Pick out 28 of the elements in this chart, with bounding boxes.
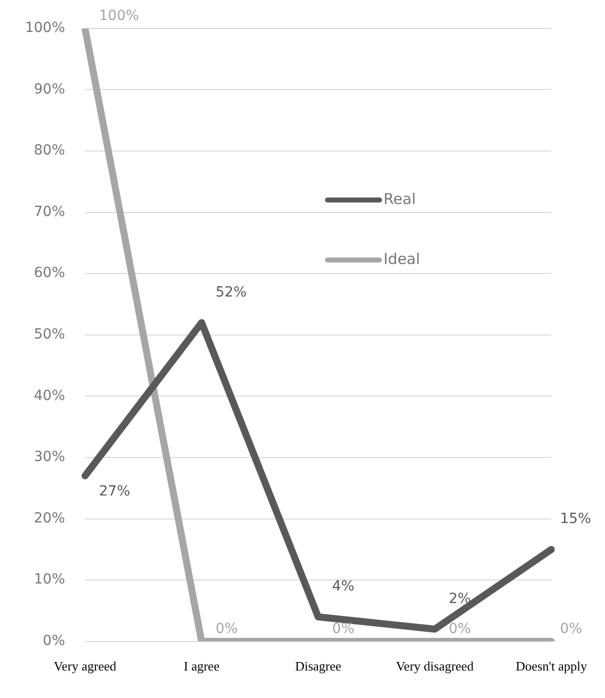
x-tick-label: Very agreed — [54, 658, 117, 674]
y-tick-label: 0% — [42, 633, 66, 650]
x-tick-label: Disagree — [295, 658, 342, 674]
y-tick-label: 90% — [34, 81, 66, 98]
y-tick-label: 30% — [34, 449, 66, 466]
y-tick-label: 10% — [34, 572, 66, 588]
data-label: 0% — [560, 621, 582, 638]
data-label: 0% — [216, 621, 238, 638]
data-label: 2% — [448, 590, 471, 607]
data-label: 27% — [99, 484, 130, 500]
y-tick-label: 80% — [34, 142, 66, 159]
legend-label: Real — [384, 190, 416, 208]
y-tick-label: 40% — [34, 388, 66, 404]
x-tick-label: I agree — [184, 658, 220, 674]
y-tick-label: 50% — [34, 326, 66, 343]
x-tick-label: Very disagreed — [396, 658, 474, 674]
data-label: 4% — [332, 578, 354, 595]
legend-label: Ideal — [384, 250, 420, 268]
data-label: 15% — [560, 511, 592, 528]
y-tick-label: 100% — [24, 20, 66, 36]
data-label: 52% — [216, 284, 247, 300]
y-tick-label: 70% — [34, 204, 66, 220]
x-tick-label: Doesn't apply — [516, 658, 588, 674]
y-tick-label: 20% — [34, 510, 66, 526]
data-label: 100% — [99, 8, 140, 24]
data-label: 0% — [332, 621, 354, 638]
data-label: 0% — [448, 621, 471, 638]
y-tick-label: 60% — [34, 265, 66, 282]
